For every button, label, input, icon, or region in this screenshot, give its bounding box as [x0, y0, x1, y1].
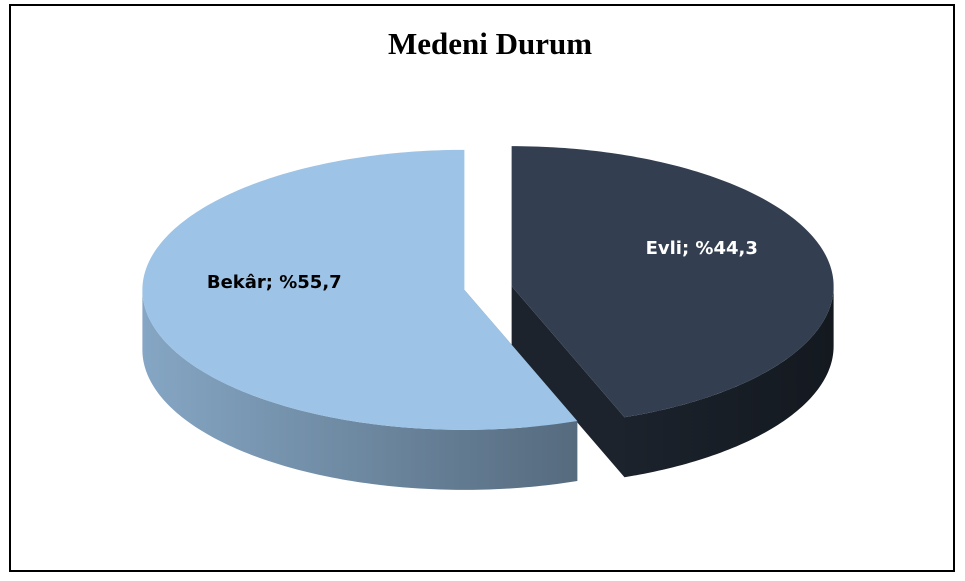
slice-edge-face: [511, 286, 625, 478]
pie-labels: Evli; %44,3 Bekâr; %55,7: [207, 238, 758, 293]
slice-side: [142, 289, 578, 490]
pie-slice: [511, 146, 834, 418]
pie-slice: [142, 149, 578, 430]
data-label: Bekâr; %55,7: [207, 272, 342, 293]
pie-tops: [142, 146, 834, 430]
data-label: Evli; %44,3: [646, 238, 758, 259]
slice-side: [624, 286, 834, 478]
chart-title: Medeni Durum: [388, 26, 592, 61]
